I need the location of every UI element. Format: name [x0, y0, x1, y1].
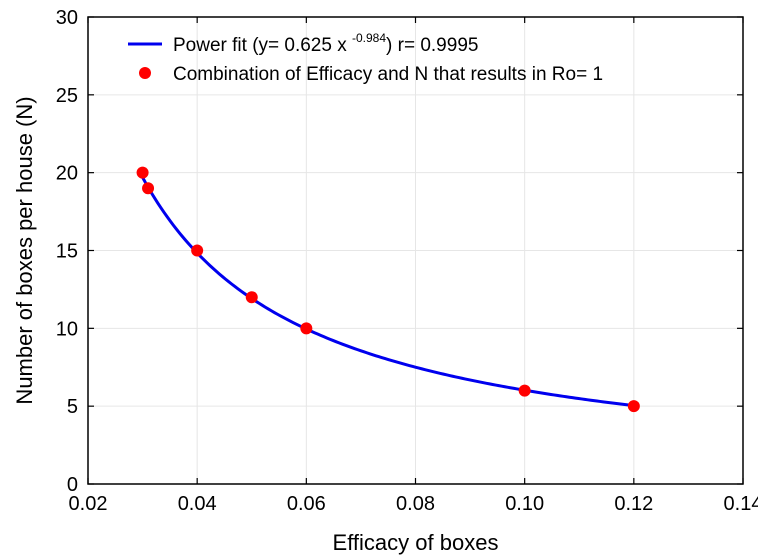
data-point: [519, 385, 531, 397]
y-tick-label: 20: [56, 163, 78, 185]
x-tick-label: 0.02: [69, 493, 108, 515]
legend-points-label: Combination of Efficacy and N that resul…: [173, 64, 603, 85]
y-axis-title: Number of boxes per house (N): [12, 96, 37, 404]
data-point: [191, 245, 203, 257]
x-tick-label: 0.12: [614, 493, 653, 515]
legend-fit-label: Power fit (y= 0.625 x -0.984) r= 0.9995: [173, 31, 478, 56]
x-tick-labels: 0.02 0.04 0.06 0.08 0.10 0.12 0.14: [69, 493, 758, 515]
x-tick-label: 0.06: [287, 493, 326, 515]
data-point: [300, 322, 312, 334]
data-point: [142, 182, 154, 194]
x-axis-title: Efficacy of boxes: [333, 530, 499, 555]
x-tick-label: 0.04: [178, 493, 217, 515]
y-tick-label: 30: [56, 7, 78, 29]
y-tick-labels: 0 5 10 15 20 25 30: [56, 7, 78, 496]
y-tick-label: 15: [56, 241, 78, 263]
y-tick-label: 0: [67, 474, 78, 496]
x-tick-label: 0.08: [396, 493, 435, 515]
y-tick-label: 5: [67, 396, 78, 418]
x-tick-label: 0.10: [505, 493, 544, 515]
legend-fit-label-exponent: -0.984: [352, 31, 386, 45]
legend-point-swatch: [139, 67, 151, 79]
x-tick-label: 0.14: [724, 493, 758, 515]
data-point: [137, 167, 149, 179]
legend-fit-label-pre: Power fit (y= 0.625 x: [173, 35, 352, 56]
legend-fit-label-post: ) r= 0.9995: [386, 35, 478, 56]
y-tick-label: 25: [56, 85, 78, 107]
data-point: [246, 291, 258, 303]
y-tick-label: 10: [56, 318, 78, 340]
data-point: [628, 400, 640, 412]
